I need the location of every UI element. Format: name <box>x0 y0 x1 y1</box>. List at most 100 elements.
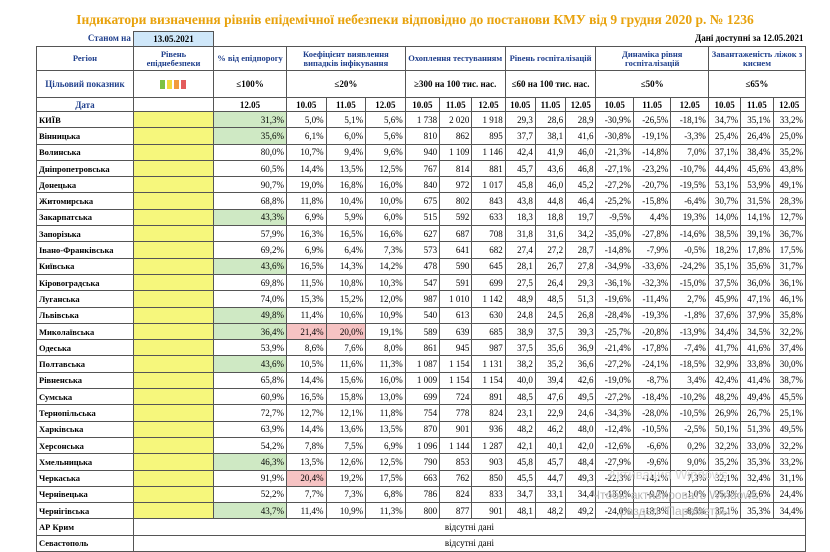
testing-coverage-value: 589 <box>404 322 441 341</box>
hospitalization-level-value: 29,3 <box>504 110 536 129</box>
testing-coverage-value: 663 <box>404 469 441 487</box>
oxygen-beds-load-value: 32,4% <box>740 469 774 487</box>
table-body: Станом на 13.05.2021 Дані доступні за 12… <box>36 31 807 552</box>
table-row: Харківська 63,9% 14,4% 13,6% 13,5% 870 901 936 4… <box>36 420 806 438</box>
windows-activation-watermark-title: Активация Windows <box>608 467 728 482</box>
detection-coef-value: 6,4% <box>325 241 367 259</box>
hospitalization-level-value: 42,0 <box>565 436 597 455</box>
epidemic-level-cell <box>132 110 215 129</box>
hospitalization-level-value: 46,4 <box>565 192 597 210</box>
testing-coverage-value: 645 <box>471 257 506 275</box>
oxygen-beds-load-value: 33,8% <box>740 355 774 373</box>
detection-coef-value: 17,5% <box>365 469 406 487</box>
testing-coverage-value: 987 <box>404 290 441 308</box>
pct-of-threshold: 54,2% <box>213 436 287 455</box>
region-name: КИЇВ <box>36 110 134 129</box>
oxygen-beds-load-value: 30,0% <box>772 355 806 373</box>
testing-coverage-value: 627 <box>404 225 441 243</box>
detection-coef-value: 11,5% <box>285 273 327 292</box>
epidemic-level-cell <box>132 388 215 406</box>
detection-coef-value: 15,6% <box>325 371 367 390</box>
target-testing: ≥300 на 100 тис. нас. <box>404 70 506 98</box>
testing-coverage-value: 639 <box>439 322 473 341</box>
table-row: Житомирська 68,8% 11,8% 10,4% 10,0% 675 802 843… <box>36 192 806 210</box>
hospitalization-dynamics-value: -14,8% <box>632 143 672 161</box>
status-date: 13.05.2021 <box>132 31 215 47</box>
detection-coef-value: 9,6% <box>365 143 406 161</box>
testing-coverage-value: 940 <box>404 143 441 161</box>
oxygen-beds-load-value: 26,4% <box>740 127 774 145</box>
testing-coverage-value: 895 <box>471 127 506 145</box>
hospitalization-dynamics-value: -14,8% <box>595 241 634 259</box>
hospitalization-dynamics-value: 7,0% <box>670 143 709 161</box>
detection-coef-value: 11,4% <box>285 306 327 324</box>
hospitalization-level-value: 48,5 <box>534 290 567 308</box>
detection-coef-value: 12,1% <box>325 404 367 422</box>
table-row-no-data: Севастополь відсутні дані <box>36 534 807 552</box>
detection-coef-value: 20,0% <box>325 322 367 341</box>
hospitalization-dynamics-value: -30,8% <box>595 127 634 145</box>
region-name: Черкаська <box>36 469 134 487</box>
region-name: Луганська <box>36 290 134 308</box>
epidemic-level-cell <box>132 436 215 455</box>
hospitalization-dynamics-value: -19,1% <box>632 127 672 145</box>
region-name: Донецька <box>36 176 134 194</box>
pct-of-threshold: 46,3% <box>213 453 287 471</box>
date-row: Дата 12.05 10.05 11.05 12.05 10.05 11.05… <box>36 97 806 112</box>
detection-coef-value: 16,0% <box>365 176 406 194</box>
detection-coef-value: 11,4% <box>285 502 327 520</box>
header-hosp-level: Рівень госпіталізацій <box>504 46 597 71</box>
detection-coef-value: 10,7% <box>285 143 327 161</box>
detection-coef-value: 5,1% <box>325 110 367 129</box>
header-pct: % від епідпорогу <box>213 46 287 71</box>
hospitalization-level-value: 39,4 <box>534 371 567 390</box>
testing-coverage-value: 800 <box>404 502 441 520</box>
hospitalization-level-value: 41,6 <box>565 127 597 145</box>
pct-of-threshold: 36,4% <box>213 322 287 341</box>
hospitalization-level-value: 26,8 <box>565 306 597 324</box>
testing-coverage-value: 767 <box>404 159 441 178</box>
detection-coef-value: 14,4% <box>285 159 327 178</box>
hospitalization-level-value: 34,2 <box>565 225 597 243</box>
pct-of-threshold: 74,0% <box>213 290 287 308</box>
oxygen-beds-load-value: 35,1% <box>740 110 774 129</box>
hospitalization-level-value: 48,5 <box>504 388 536 406</box>
epidemic-level-cell <box>132 306 215 324</box>
oxygen-beds-load-value: 35,3% <box>740 502 774 520</box>
hospitalization-level-value: 48,9 <box>504 290 536 308</box>
status-row: Станом на 13.05.2021 Дані доступні за 12… <box>37 31 806 47</box>
oxygen-beds-load-value: 41,6% <box>740 339 774 357</box>
hospitalization-level-value: 45,7 <box>504 159 536 178</box>
detection-coef-value: 6,1% <box>285 127 327 145</box>
hospitalization-dynamics-value: -23,2% <box>632 159 672 178</box>
detection-coef-value: 9,4% <box>325 143 367 161</box>
target-dynamics: ≤50% <box>595 70 709 98</box>
hospitalization-dynamics-value: 4,4% <box>632 208 672 227</box>
table-row: Львівська 49,8% 11,4% 10,6% 10,9% 540 613 630 24… <box>36 306 806 324</box>
oxygen-beds-load-value: 49,1% <box>772 176 806 194</box>
hospitalization-dynamics-value: -24,1% <box>632 355 672 373</box>
oxygen-beds-load-value: 38,4% <box>740 143 774 161</box>
detection-coef-value: 16,8% <box>325 176 367 194</box>
hospitalization-level-value: 35,2 <box>534 355 567 373</box>
testing-coverage-value: 881 <box>471 159 506 178</box>
hospitalization-level-value: 51,3 <box>565 290 597 308</box>
target-coef: ≤20% <box>285 70 406 98</box>
testing-coverage-value: 1 010 <box>439 290 473 308</box>
detection-coef-value: 10,9% <box>325 502 367 520</box>
page-title: Індикатори визначення рівнів епідемічної… <box>76 12 754 27</box>
detection-coef-value: 16,5% <box>285 388 327 406</box>
detection-coef-value: 16,5% <box>325 225 367 243</box>
hospitalization-dynamics-value: -18,1% <box>670 110 709 129</box>
table-row: Івано-Франківська 69,2% 6,9% 6,4% 7,3% 573 641… <box>36 241 806 259</box>
oxygen-beds-load-value: 28,3% <box>772 192 806 210</box>
detection-coef-value: 5,9% <box>325 208 367 227</box>
region-name: АР Крим <box>36 518 134 536</box>
hospitalization-level-value: 27,8 <box>565 257 597 275</box>
region-name: Івано-Франківська <box>36 241 134 259</box>
detection-coef-value: 12,6% <box>325 453 367 471</box>
oxygen-beds-load-value: 30,7% <box>707 192 742 210</box>
detection-coef-value: 20,4% <box>285 469 327 487</box>
hospitalization-level-value: 39,3 <box>565 322 597 341</box>
epidemic-level-cell <box>132 159 215 178</box>
